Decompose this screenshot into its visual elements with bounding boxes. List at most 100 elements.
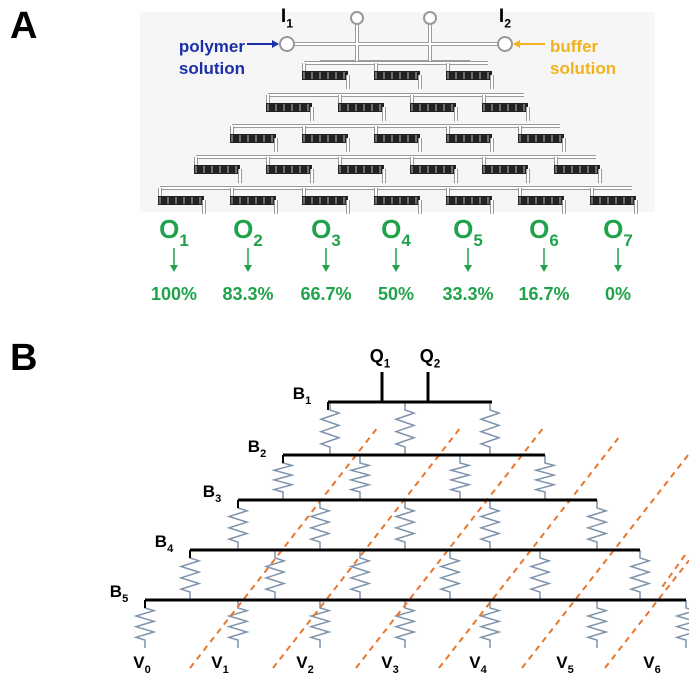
outlet-label-base: O	[381, 214, 401, 244]
serpentine	[302, 196, 348, 205]
output-label: V1	[211, 653, 229, 676]
iso-line	[356, 428, 543, 668]
input-label-base: Q	[370, 346, 384, 366]
output-label-base: V	[211, 653, 223, 672]
serpentine	[446, 71, 492, 80]
branch-label-base: B	[110, 582, 122, 601]
branch-label-base: B	[155, 532, 167, 551]
serpentine	[302, 71, 348, 80]
resistor	[321, 402, 339, 455]
iso-line	[605, 560, 689, 668]
resistor	[531, 550, 549, 600]
serpentine	[374, 134, 420, 143]
output-label-sub: 5	[568, 664, 574, 676]
serpentine	[374, 196, 420, 205]
outlet-arrow-head	[170, 265, 178, 272]
branch-label: B3	[203, 482, 221, 505]
outlet-percent: 16.7%	[518, 284, 569, 304]
serpentine	[518, 134, 564, 143]
branch-label-sub: 4	[167, 543, 174, 555]
outlet-percent: 83.3%	[222, 284, 273, 304]
resistor	[481, 600, 499, 648]
branch-label-sub: 3	[215, 493, 221, 505]
outlet-label: O4	[381, 214, 411, 250]
outlet-percent: 33.3%	[442, 284, 493, 304]
output-label-base: V	[643, 653, 655, 672]
branch-label-sub: 5	[122, 593, 128, 605]
outlet-label: O2	[233, 214, 263, 250]
outlet-label-base: O	[603, 214, 623, 244]
outlet-label-sub: 7	[623, 231, 632, 250]
output-label: V6	[643, 653, 661, 676]
serpentine	[194, 165, 240, 174]
outlet-label-base: O	[529, 214, 549, 244]
serpentine	[374, 71, 420, 80]
branch-label-base: B	[293, 384, 305, 403]
resistor	[441, 550, 459, 600]
outlet-arrow-head	[322, 265, 330, 272]
output-label: V0	[133, 653, 151, 676]
resistor	[351, 550, 369, 600]
outlet-label: O5	[453, 214, 483, 250]
serpentine	[554, 165, 600, 174]
branch-label-sub: 1	[305, 395, 311, 407]
output-label-sub: 0	[145, 664, 151, 676]
outlet-label-base: O	[311, 214, 331, 244]
port	[351, 12, 363, 24]
serpentine	[482, 103, 528, 112]
serpentine	[158, 196, 204, 205]
output-label-sub: 1	[223, 664, 229, 676]
serpentine	[482, 165, 528, 174]
serpentine	[302, 134, 348, 143]
serpentine	[410, 103, 456, 112]
output-label-base: V	[296, 653, 308, 672]
output-label-base: V	[556, 653, 568, 672]
inlet-label-sub: 1	[286, 17, 293, 31]
outlet-label-base: O	[159, 214, 179, 244]
input-label-sub: 1	[384, 357, 391, 370]
output-label: V4	[469, 653, 487, 676]
outlet-label-sub: 6	[549, 231, 558, 250]
resistor	[588, 500, 606, 550]
output-label: V2	[296, 653, 314, 676]
resistor	[396, 402, 414, 455]
iso-line	[660, 555, 685, 590]
branch-label: B1	[293, 384, 311, 407]
resistor	[351, 455, 369, 500]
output-label-sub: 3	[393, 664, 399, 676]
output-label-base: V	[381, 653, 393, 672]
outlet-arrow-head	[392, 265, 400, 272]
outlet-percent: 66.7%	[300, 284, 351, 304]
outlet-label-sub: 1	[179, 231, 188, 250]
input-label-sub: 2	[434, 357, 441, 370]
input-label: Q2	[420, 346, 441, 370]
serpentine	[338, 165, 384, 174]
serpentine	[518, 196, 564, 205]
output-label-base: V	[469, 653, 481, 672]
outlet-percent: 0%	[605, 284, 631, 304]
resistor	[311, 500, 329, 550]
outlet-arrow-head	[244, 265, 252, 272]
outlet-label-base: O	[453, 214, 473, 244]
serpentine	[266, 165, 312, 174]
serpentine	[446, 134, 492, 143]
output-label-sub: 6	[655, 664, 661, 676]
inlet-label-sub: 2	[504, 17, 511, 31]
resistor	[677, 600, 689, 648]
resistor	[631, 550, 649, 600]
buffer-note: solution	[550, 59, 616, 78]
panel-label: A	[10, 5, 37, 47]
outlet-arrow-head	[614, 265, 622, 272]
outlet-percent: 50%	[378, 284, 414, 304]
resistor	[266, 550, 284, 600]
inlet-port	[498, 37, 512, 51]
inlet-label: I1	[281, 6, 293, 31]
outlet-percent: 100%	[151, 284, 197, 304]
output-label-sub: 4	[481, 664, 488, 676]
outlet-arrow-head	[540, 265, 548, 272]
input-label: Q1	[370, 346, 391, 370]
resistor	[588, 600, 606, 648]
serpentine	[230, 196, 276, 205]
inlet-label: I2	[499, 6, 511, 31]
resistor	[481, 500, 499, 550]
